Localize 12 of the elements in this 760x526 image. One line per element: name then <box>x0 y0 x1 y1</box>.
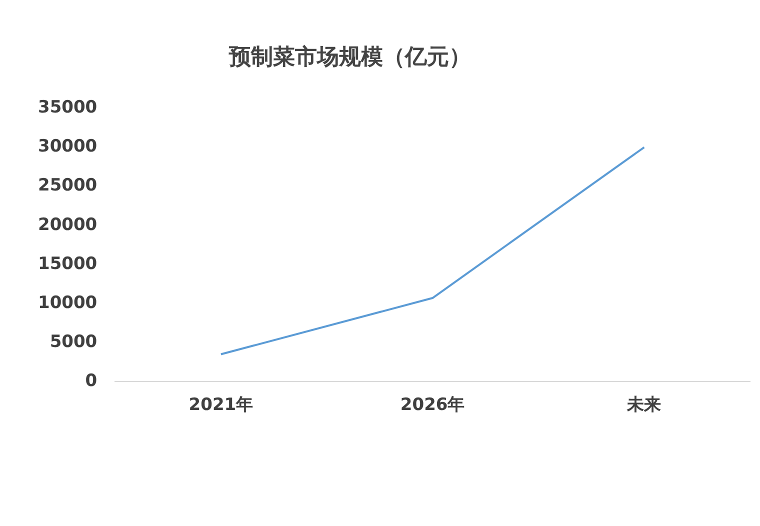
y-tick-label: 35000 <box>38 98 98 118</box>
x-tick-label: 未来 <box>626 395 662 416</box>
y-tick-label: 0 <box>85 371 98 392</box>
y-tick-label: 15000 <box>38 254 98 274</box>
x-tick-label: 2026年 <box>400 395 465 416</box>
chart-title: 预制菜市场规模（亿元） <box>228 43 472 72</box>
y-tick-label: 30000 <box>38 136 98 157</box>
x-tick-label: 2021年 <box>188 395 254 416</box>
y-tick-label: 25000 <box>38 176 98 196</box>
y-tick-label: 5000 <box>50 332 98 352</box>
y-tick-label: 10000 <box>38 292 98 313</box>
y-tick-label: 20000 <box>38 214 98 235</box>
